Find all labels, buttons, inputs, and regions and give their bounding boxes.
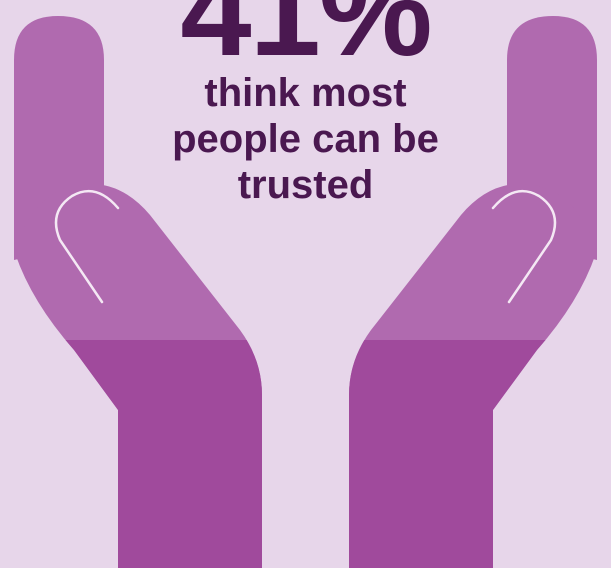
right-hand-thumb <box>491 189 557 304</box>
caption-line: think most <box>204 71 407 115</box>
left-hand-thumb <box>54 189 120 304</box>
right-hand-icon <box>349 16 597 568</box>
left-hand-icon <box>14 16 262 568</box>
stat-value: 41% <box>180 0 432 83</box>
right-hand-sleeve <box>349 340 546 568</box>
caption-line: people can be <box>172 117 439 161</box>
left-hand-sleeve <box>65 340 262 568</box>
caption-line: trusted <box>237 163 374 207</box>
stat-caption: think most people can be trusted <box>150 70 461 208</box>
